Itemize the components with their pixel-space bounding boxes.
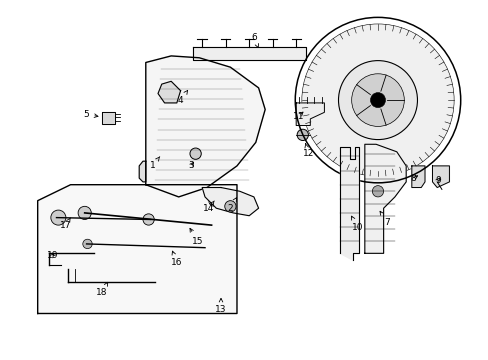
Text: 16: 16 xyxy=(171,251,182,267)
Polygon shape xyxy=(102,112,115,123)
Text: 6: 6 xyxy=(250,33,258,48)
Text: 2: 2 xyxy=(227,198,236,213)
Text: 5: 5 xyxy=(83,110,98,119)
Polygon shape xyxy=(192,46,305,60)
Polygon shape xyxy=(340,147,359,260)
Polygon shape xyxy=(364,144,406,253)
Text: 3: 3 xyxy=(188,161,193,170)
Text: 11: 11 xyxy=(293,112,304,121)
Text: 13: 13 xyxy=(215,298,226,314)
Circle shape xyxy=(297,129,308,140)
Circle shape xyxy=(82,239,92,249)
Circle shape xyxy=(208,195,220,206)
Circle shape xyxy=(78,206,91,220)
Polygon shape xyxy=(145,56,264,197)
Text: 10: 10 xyxy=(351,216,362,231)
Circle shape xyxy=(351,74,404,126)
Circle shape xyxy=(371,186,383,197)
Polygon shape xyxy=(411,166,424,188)
Text: 12: 12 xyxy=(302,144,313,158)
Circle shape xyxy=(51,210,66,225)
Circle shape xyxy=(190,148,201,159)
Text: 17: 17 xyxy=(60,218,72,230)
Circle shape xyxy=(370,93,385,108)
Text: 18: 18 xyxy=(96,282,107,297)
Circle shape xyxy=(301,24,453,176)
Polygon shape xyxy=(38,185,237,314)
Polygon shape xyxy=(202,188,258,216)
Text: 1: 1 xyxy=(149,157,160,170)
Circle shape xyxy=(224,201,236,212)
Text: 4: 4 xyxy=(178,90,187,105)
Polygon shape xyxy=(139,161,145,182)
Text: 14: 14 xyxy=(203,201,214,213)
Text: 7: 7 xyxy=(379,211,389,227)
Circle shape xyxy=(338,60,417,140)
Polygon shape xyxy=(296,103,324,126)
Text: 15: 15 xyxy=(190,228,203,246)
Text: 8: 8 xyxy=(410,174,417,183)
Polygon shape xyxy=(158,81,180,103)
Circle shape xyxy=(142,214,154,225)
Text: 9: 9 xyxy=(434,176,440,185)
Text: 19: 19 xyxy=(47,251,59,260)
Polygon shape xyxy=(431,166,448,188)
